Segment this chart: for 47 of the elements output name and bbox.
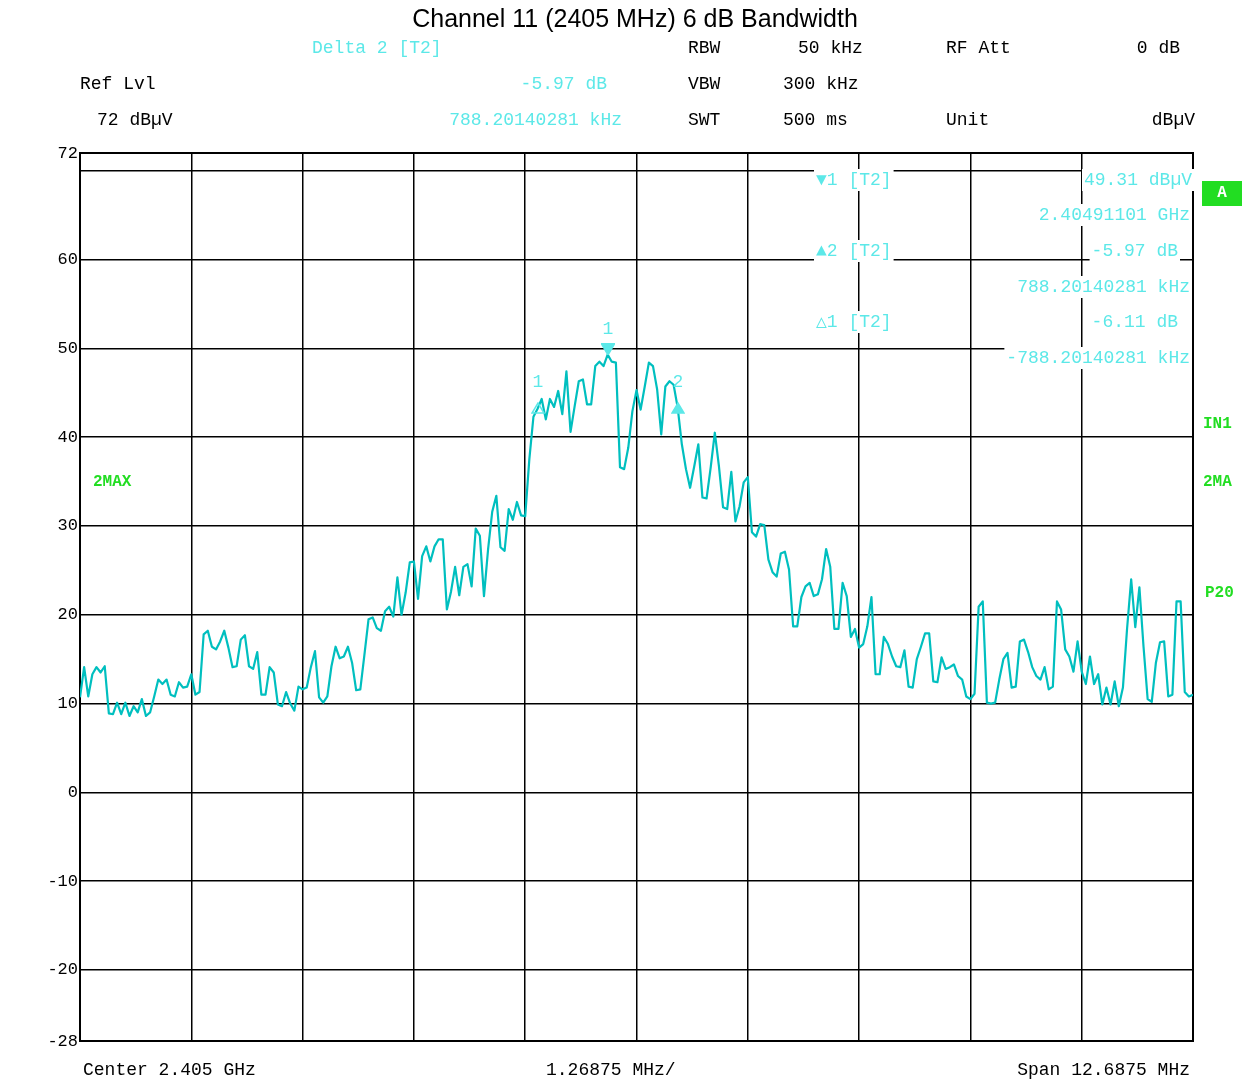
text: P20 [1205, 584, 1234, 603]
y-tick-label: 10 [57, 694, 78, 714]
y-tick-label: 40 [57, 427, 78, 447]
text: RF Att [946, 37, 1011, 58]
annotation: △1 [T2] [816, 311, 892, 332]
y-tick-label: -28 [47, 1031, 78, 1051]
text: Delta 2 [T2] [312, 37, 442, 58]
y-tick-label: -10 [47, 871, 78, 891]
text: Ref Lvl [80, 73, 156, 94]
text: Unit [946, 109, 990, 130]
annotation: 1 [602, 318, 614, 339]
text: dBµV [1151, 109, 1196, 130]
text: 0 dB [1136, 37, 1181, 58]
text: 2MA [1203, 473, 1233, 492]
text: VBW [688, 73, 721, 94]
y-tick-label: 50 [57, 338, 78, 358]
y-tick-label: 30 [57, 516, 78, 536]
text: 500 ms [783, 109, 848, 130]
annotation: 2MAX [93, 473, 132, 492]
annotation: -6.11 dB [1091, 311, 1179, 332]
text: 1.26875 MHz/ [546, 1059, 676, 1080]
text: 50 kHz [798, 37, 863, 58]
text: A [1217, 184, 1228, 203]
y-tick-label: 20 [57, 605, 78, 625]
text: 72 dBµV [97, 109, 173, 130]
annotation: 2.40491101 GHz [1038, 204, 1190, 225]
text: 300 kHz [783, 73, 859, 94]
text: SWT [688, 109, 721, 130]
annotation: -5.97 dB [1091, 240, 1179, 261]
text: Center 2.405 GHz [83, 1059, 256, 1080]
text: Span 12.6875 MHz [1017, 1059, 1190, 1080]
annotation: 49.31 dBµV [1083, 169, 1193, 190]
annotation: 1 [532, 371, 544, 392]
text: RBW [688, 37, 721, 58]
text: -5.97 dB [520, 73, 608, 94]
annotation: 788.20140281 kHz [1017, 276, 1190, 297]
text: IN1 [1203, 415, 1232, 434]
text: 788.20140281 kHz [449, 109, 622, 130]
y-tick-label: 0 [67, 782, 78, 802]
annotation: -788.20140281 kHz [1006, 347, 1190, 368]
chart-title: Channel 11 (2405 MHz) 6 dB Bandwidth [412, 3, 858, 32]
y-tick-label: 72 [57, 143, 78, 163]
y-tick-label: -20 [47, 960, 78, 980]
annotation: ▼1 [T2] [816, 169, 892, 190]
annotation: 2 [672, 371, 684, 392]
y-tick-label: 60 [57, 250, 78, 270]
annotation: ▲2 [T2] [816, 240, 892, 261]
